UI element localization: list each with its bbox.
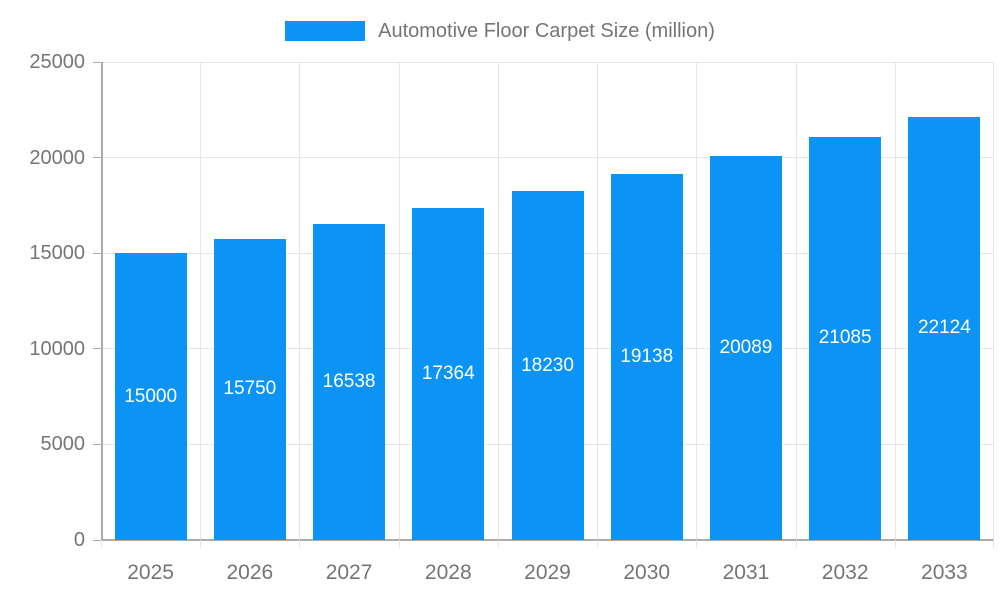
gridline-vertical — [993, 62, 994, 540]
x-axis-tick-label: 2025 — [127, 561, 174, 584]
y-axis-tick-label: 15000 — [29, 242, 85, 265]
x-axis-tick-label: 2032 — [821, 561, 869, 584]
gridline-vertical — [597, 62, 599, 540]
bar — [511, 191, 584, 540]
x-axis-tick — [795, 540, 797, 548]
bar — [908, 117, 981, 540]
y-axis-tick — [93, 443, 101, 445]
y-axis-tick — [93, 539, 101, 541]
y-axis-tick-label: 10000 — [29, 337, 85, 360]
bar — [114, 253, 187, 540]
bar — [313, 223, 386, 540]
bar — [610, 174, 683, 540]
bar — [213, 238, 286, 540]
x-axis-tick — [299, 540, 301, 548]
bar-value-label: 17364 — [421, 363, 475, 384]
x-axis-tick — [200, 540, 202, 548]
gridline-vertical — [894, 62, 896, 540]
x-axis-tick-label: 2031 — [722, 561, 770, 584]
bar — [809, 136, 882, 540]
x-axis-tick-label: 2027 — [325, 561, 373, 584]
y-axis-tick-label: 20000 — [29, 146, 85, 169]
x-axis-tick — [101, 540, 102, 548]
x-axis-line — [101, 539, 994, 541]
x-axis-tick — [398, 540, 400, 548]
bar — [412, 208, 485, 540]
gridline-vertical — [299, 62, 301, 540]
x-axis-tick — [597, 540, 599, 548]
x-axis-tick-label: 2033 — [921, 561, 968, 584]
gridline-vertical — [398, 62, 400, 540]
y-axis-tick-label: 25000 — [29, 51, 85, 73]
gridline-horizontal — [101, 157, 994, 159]
legend[interactable]: Automotive Floor Carpet Size (million) — [0, 14, 1000, 48]
bar-value-label: 16538 — [322, 370, 376, 392]
legend-label: Automotive Floor Carpet Size (million) — [378, 19, 715, 42]
x-axis-tick — [894, 540, 896, 548]
gridline-vertical — [200, 62, 202, 540]
gridline-vertical — [795, 62, 797, 540]
x-axis-tick-label: 2029 — [524, 561, 571, 584]
y-axis-tick — [93, 157, 101, 159]
gridline-vertical — [497, 62, 499, 540]
y-axis-tick — [93, 252, 101, 254]
legend-swatch — [285, 21, 366, 41]
x-axis-tick-label: 2026 — [226, 561, 274, 584]
y-axis-tick — [93, 61, 101, 63]
y-axis-tick-label: 0 — [73, 529, 85, 551]
bar-value-label: 15750 — [223, 378, 277, 400]
y-axis-line — [101, 62, 103, 540]
y-axis-tick — [93, 348, 101, 350]
bar-value-label: 22124 — [917, 317, 971, 339]
x-axis-tick-label: 2028 — [424, 561, 472, 584]
x-axis-tick — [696, 540, 698, 548]
gridline-horizontal — [101, 61, 994, 63]
plot-area: 15000 15750 16538 17364 18230 19138 20089 21085… — [93, 61, 994, 548]
x-axis-tick-label: 2030 — [623, 561, 671, 584]
bar-value-label: 20089 — [719, 336, 773, 358]
y-axis-tick-label: 5000 — [40, 433, 86, 456]
x-axis-tick — [497, 540, 499, 548]
x-axis-tick — [993, 540, 994, 548]
bar-value-label: 18230 — [521, 354, 574, 376]
bar-value-label: 19138 — [620, 346, 674, 368]
gridline-vertical — [696, 62, 698, 540]
bar-value-label: 21085 — [818, 327, 872, 349]
bar — [709, 155, 782, 540]
bar-value-label: 15000 — [124, 385, 178, 407]
